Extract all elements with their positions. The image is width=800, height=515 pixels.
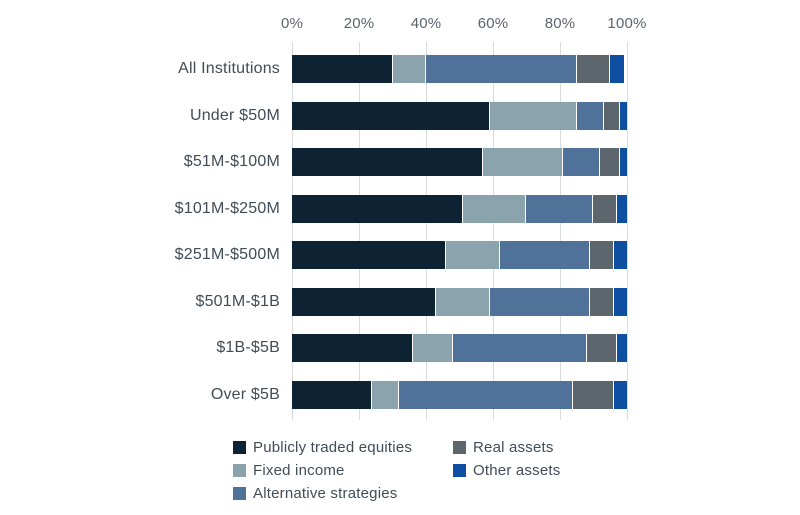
- bar-segment-real-assets: [590, 241, 614, 269]
- bar-segment-real-assets: [573, 380, 614, 409]
- gridline: [292, 42, 293, 420]
- bar-segment-fixed-income: [489, 101, 577, 130]
- stacked-bar: [292, 101, 627, 130]
- category-label: Over $5B: [210, 385, 280, 403]
- stacked-bar: [292, 241, 627, 269]
- legend-swatch-icon: [233, 441, 246, 454]
- category-label: All Institutions: [178, 60, 280, 77]
- category-label: $501M-$1B: [195, 292, 280, 310]
- bar-segment-fixed-income: [372, 380, 400, 409]
- gridline: [493, 42, 494, 420]
- legend-item: Other assets: [453, 462, 560, 479]
- bar-segment-fixed-income: [412, 334, 453, 362]
- category-label: $1B-$5B: [216, 339, 280, 356]
- bar-segment-real-assets: [586, 334, 617, 362]
- legend-item: Fixed income: [233, 462, 453, 479]
- bar-segment-publicly-traded-equities: [292, 334, 413, 362]
- bar-segment-fixed-income: [392, 55, 426, 83]
- bar-segment-alternative-strategies: [399, 380, 574, 409]
- legend-item: Real assets: [453, 439, 560, 456]
- bar-segment-fixed-income: [436, 287, 490, 316]
- category-label: $251M-$500M: [174, 246, 280, 263]
- legend-item: Alternative strategies: [233, 485, 453, 502]
- bar-segment-real-assets: [576, 55, 611, 83]
- legend-label: Other assets: [473, 462, 561, 479]
- bar-segment-other-assets: [613, 287, 627, 316]
- bar-segment-publicly-traded-equities: [292, 241, 447, 269]
- bar-segment-other-assets: [620, 148, 627, 176]
- bar-segment-real-assets: [593, 194, 617, 223]
- bar-segment-alternative-strategies: [526, 194, 594, 223]
- bar-segment-publicly-traded-equities: [292, 380, 373, 409]
- legend: Publicly traded equities Fixed income Alte…: [233, 436, 560, 505]
- category-label: $101M-$250M: [174, 199, 280, 217]
- x-axis-tick-label: 60%: [477, 15, 509, 32]
- stacked-bar: [292, 194, 627, 223]
- legend-swatch-icon: [233, 464, 246, 477]
- bar-segment-real-assets: [590, 287, 614, 316]
- bar-segment-publicly-traded-equities: [292, 194, 463, 223]
- category-label: $51M-$100M: [183, 153, 280, 170]
- bar-segment-alternative-strategies: [489, 287, 591, 316]
- legend-swatch-icon: [453, 441, 466, 454]
- bar-segment-other-assets: [616, 334, 627, 362]
- bar-segment-other-assets: [610, 55, 624, 83]
- stacked-bar: [292, 287, 627, 316]
- legend-label: Publicly traded equities: [253, 439, 413, 456]
- bar-segment-other-assets: [616, 194, 627, 223]
- x-axis-tick-label: 80%: [544, 15, 576, 32]
- legend-swatch-icon: [233, 487, 246, 500]
- stacked-bar: [292, 334, 627, 362]
- bar-segment-fixed-income: [462, 194, 527, 223]
- bar-segment-fixed-income: [446, 241, 500, 269]
- gridline: [560, 42, 561, 420]
- gridline: [426, 42, 427, 420]
- bar-segment-alternative-strategies: [426, 55, 577, 83]
- bar-segment-publicly-traded-equities: [292, 101, 490, 130]
- bar-segment-alternative-strategies: [452, 334, 587, 362]
- bar-segment-other-assets: [613, 241, 627, 269]
- bar-segment-alternative-strategies: [576, 101, 604, 130]
- x-axis-tick-label: 0%: [280, 15, 304, 32]
- bar-segment-alternative-strategies: [499, 241, 591, 269]
- bar-segment-real-assets: [600, 148, 621, 176]
- bar-segment-other-assets: [613, 380, 627, 409]
- category-label: Under $50M: [189, 106, 280, 124]
- bar-segment-publicly-traded-equities: [292, 148, 483, 176]
- bar-segment-real-assets: [603, 101, 621, 130]
- legend-item: Publicly traded equities: [233, 439, 453, 456]
- legend-swatch-icon: [453, 464, 466, 477]
- legend-label: Fixed income: [253, 462, 345, 479]
- bar-segment-fixed-income: [482, 148, 564, 176]
- stacked-bar: [292, 148, 627, 176]
- x-axis-tick-label: 20%: [343, 15, 375, 32]
- bar-segment-other-assets: [620, 101, 627, 130]
- x-axis-tick-label: 40%: [410, 15, 442, 32]
- gridline: [627, 42, 628, 420]
- stacked-bar: [292, 380, 627, 409]
- bar-segment-publicly-traded-equities: [292, 55, 393, 83]
- bar-segment-publicly-traded-equities: [292, 287, 437, 316]
- gridline: [359, 42, 360, 420]
- bar-segment-alternative-strategies: [563, 148, 601, 176]
- x-axis-tick-label: 100%: [607, 15, 647, 32]
- stacked-bar: [292, 55, 627, 83]
- legend-label: Real assets: [473, 439, 554, 456]
- legend-label: Alternative strategies: [253, 485, 398, 502]
